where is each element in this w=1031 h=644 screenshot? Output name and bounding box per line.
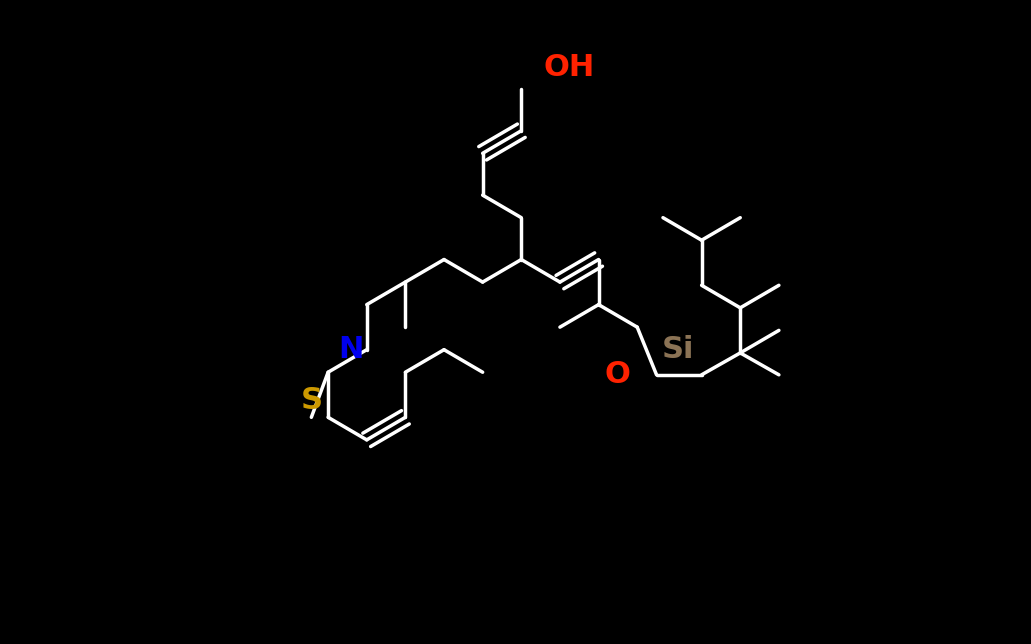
Text: N: N — [338, 334, 364, 364]
Text: OH: OH — [543, 53, 595, 82]
Text: Si: Si — [662, 334, 694, 364]
Text: O: O — [604, 360, 630, 390]
Text: S: S — [300, 386, 323, 415]
